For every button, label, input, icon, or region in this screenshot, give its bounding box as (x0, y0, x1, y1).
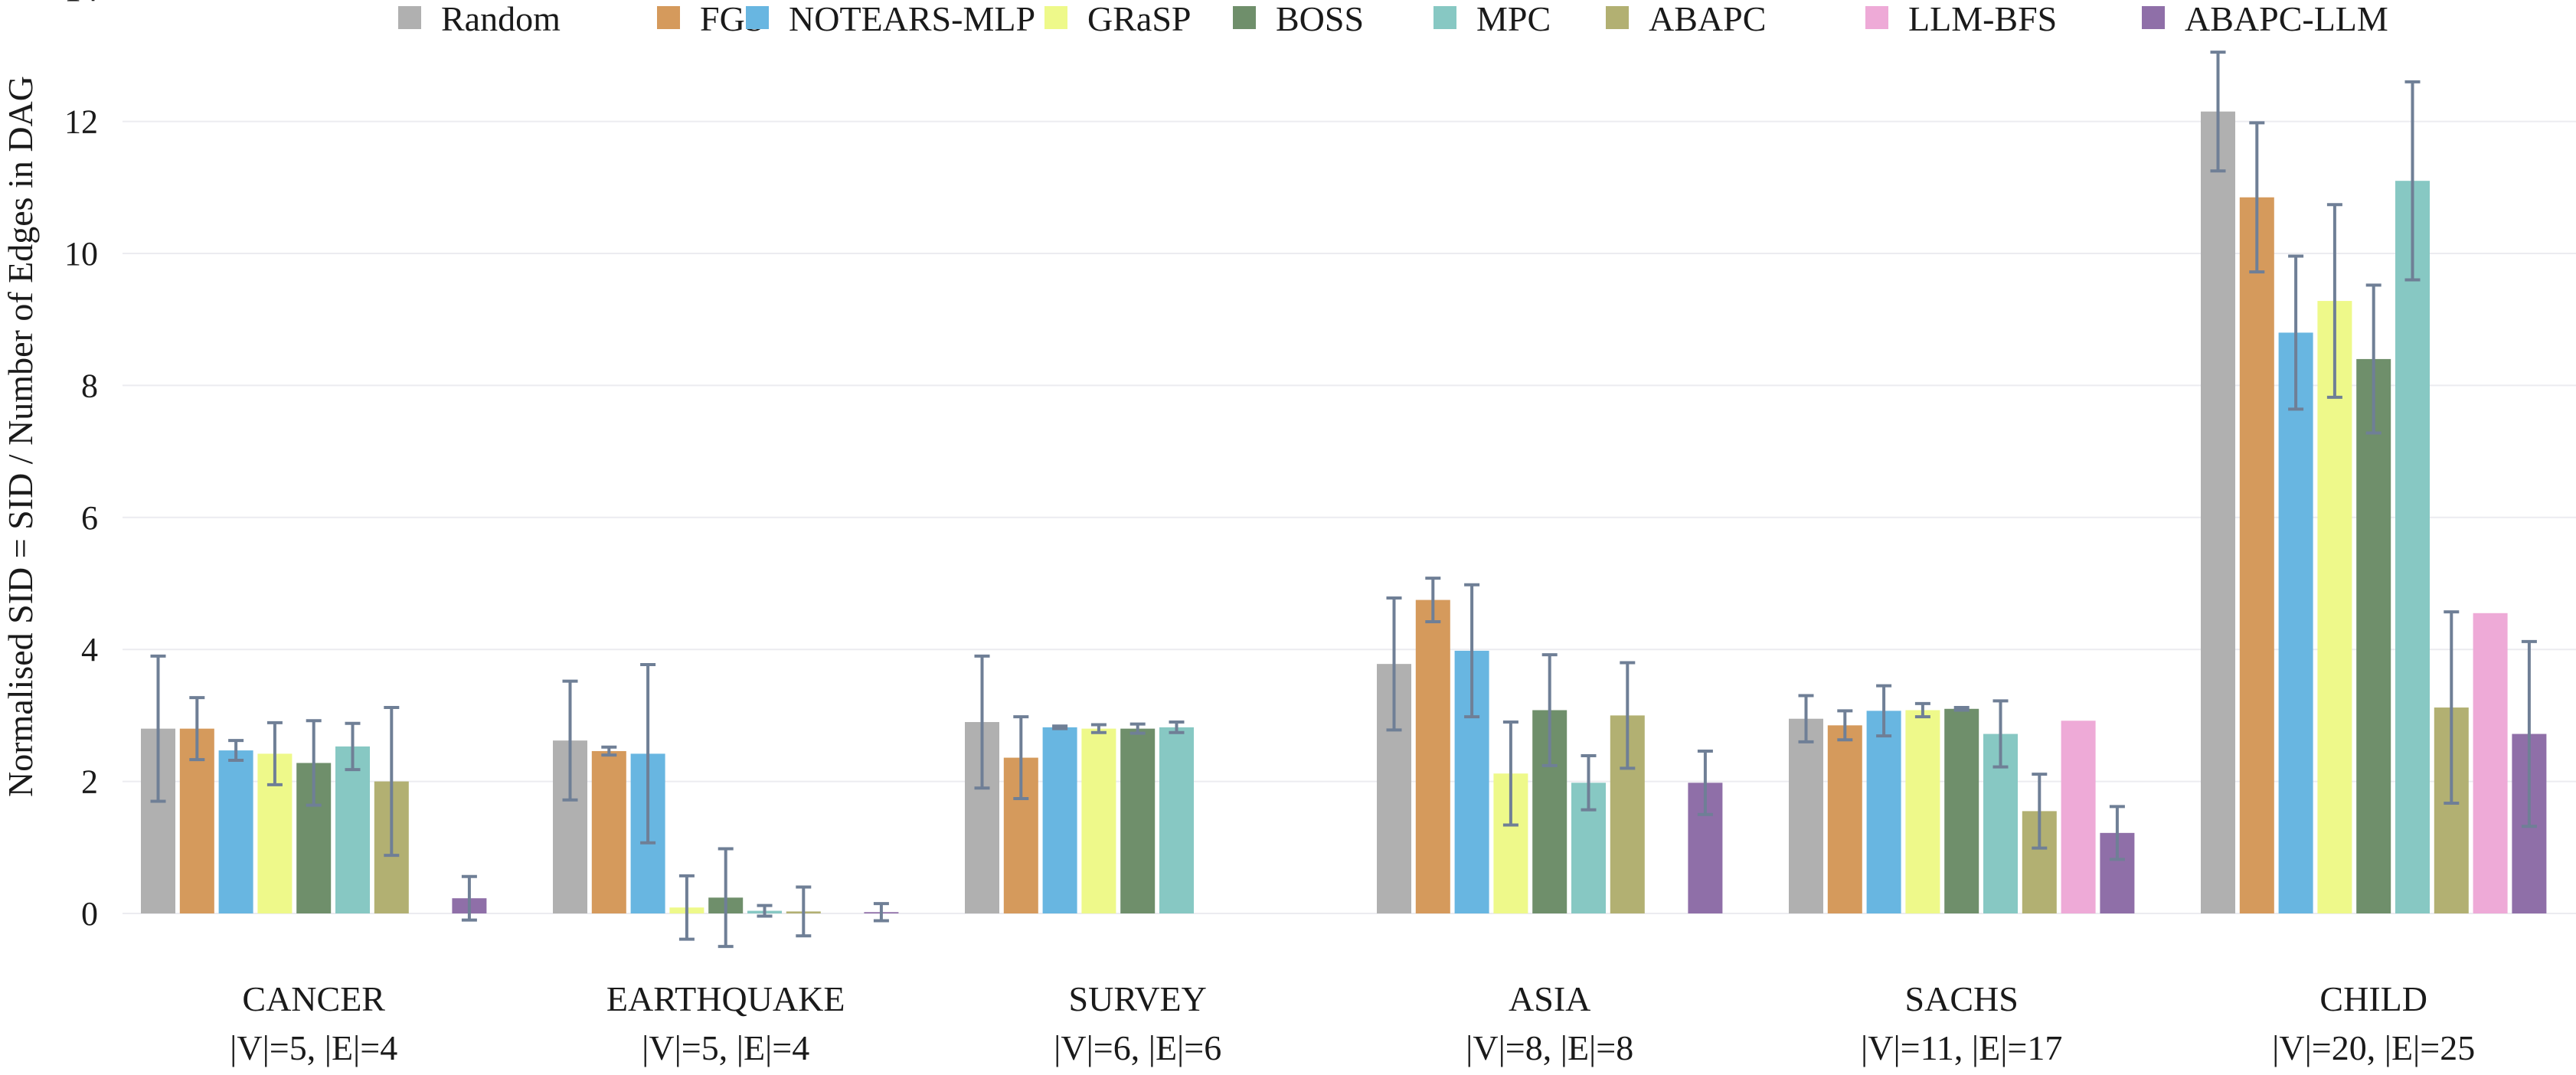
category-sublabel: |V|=5, |E|=4 (642, 1028, 809, 1067)
y-axis-ticks: 0 2 4 6 8 10 12 14 (64, 0, 98, 933)
legend-swatch (1233, 6, 1256, 29)
category-sublabel: |V|=20, |E|=25 (2272, 1028, 2475, 1067)
legend-swatch (657, 6, 680, 29)
y-tick-label: 12 (64, 103, 98, 141)
category-label: CHILD (2319, 979, 2427, 1018)
gridlines (123, 120, 2576, 914)
category-label: SACHS (1905, 979, 2019, 1018)
category-sublabel: |V|=6, |E|=6 (1054, 1028, 1221, 1067)
legend-swatch (1606, 6, 1629, 29)
bar (2317, 301, 2352, 914)
legend-swatch (1433, 6, 1456, 29)
bar (2356, 358, 2391, 913)
bar (2239, 197, 2274, 914)
y-tick-label: 2 (81, 763, 98, 801)
legend-label: NOTEARS-MLP (789, 0, 1035, 38)
y-tick-label: 4 (81, 631, 98, 668)
y-axis-label: Normalised SID = SID / Number of Edges i… (1, 76, 40, 797)
category-label: ASIA (1509, 979, 1590, 1018)
legend-swatch (398, 6, 421, 29)
bar (1905, 710, 1940, 913)
category-sublabel: |V|=8, |E|=8 (1466, 1028, 1633, 1067)
legend: Random FGS NOTEARS-MLP GRaSP BOSS MPC ABAPC LLM… (398, 0, 2388, 38)
x-axis-categories: CANCER |V|=5, |E|=4 EARTHQUAKE |V|=5, |E|=4… (230, 979, 2475, 1067)
legend-label: GRaSP (1087, 0, 1191, 38)
legend-label: ABAPC (1649, 0, 1766, 38)
bar (1944, 708, 1979, 913)
y-tick-label: 8 (81, 367, 98, 404)
legend-swatch (1865, 6, 1888, 29)
category-label: SURVEY (1069, 979, 1207, 1018)
bar (2473, 613, 2508, 913)
bar (1042, 727, 1077, 913)
bar (2201, 111, 2235, 913)
bar (1415, 600, 1450, 913)
legend-label: MPC (1476, 0, 1551, 38)
category-label: CANCER (242, 979, 385, 1018)
bar (218, 750, 253, 913)
bar (335, 746, 370, 913)
bar (1827, 725, 1862, 913)
legend-label: LLM-BFS (1908, 0, 2057, 38)
bar (1120, 728, 1156, 913)
bar (1789, 718, 1823, 913)
legend-label: ABAPC-LLM (2185, 0, 2388, 38)
y-tick-label: 14 (64, 0, 98, 8)
error-bars (150, 51, 2537, 949)
y-tick-label: 0 (81, 895, 98, 933)
bar (2061, 720, 2096, 913)
legend-label: Random (441, 0, 561, 38)
y-tick-label: 6 (81, 499, 98, 537)
bar (591, 750, 626, 913)
bar (2395, 181, 2430, 913)
legend-swatch (1044, 6, 1067, 29)
bar (1866, 711, 1901, 913)
bar (2278, 332, 2313, 913)
bar (1159, 727, 1194, 913)
category-sublabel: |V|=11, |E|=17 (1861, 1028, 2062, 1067)
category-sublabel: |V|=5, |E|=4 (230, 1028, 397, 1067)
y-tick-label: 10 (64, 235, 98, 273)
category-label: EARTHQUAKE (606, 979, 845, 1018)
legend-swatch (2142, 6, 2165, 29)
legend-label: BOSS (1276, 0, 1364, 38)
legend-swatch (746, 6, 769, 29)
bars (141, 111, 2547, 914)
bar (1081, 728, 1116, 913)
